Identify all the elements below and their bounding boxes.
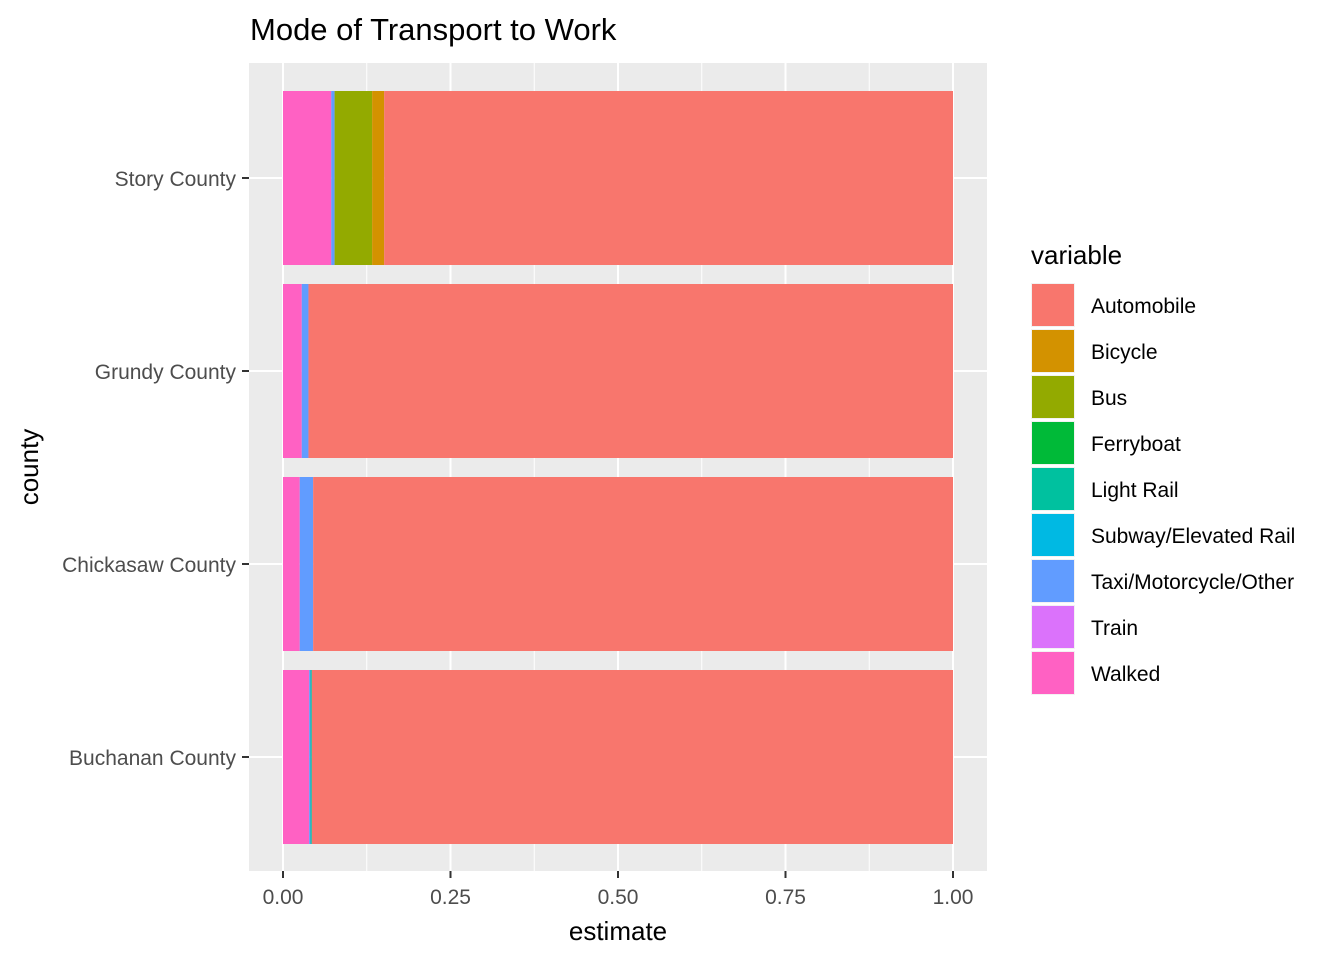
bar-walked-buchanan-county bbox=[283, 670, 310, 844]
legend-label: Walked bbox=[1091, 663, 1160, 686]
legend-swatch bbox=[1032, 330, 1074, 372]
legend-label: Light Rail bbox=[1091, 479, 1179, 502]
bar-automobile-story-county bbox=[384, 91, 953, 265]
bar-taxi-motorcycle-other-buchanan-county bbox=[309, 670, 311, 844]
x-tick-label: 0.25 bbox=[430, 886, 471, 909]
legend-item: Bus bbox=[1031, 375, 1127, 419]
legend-item: Walked bbox=[1031, 651, 1160, 695]
legend: Automobile Bicycle Bus Ferryboat Light Rail S… bbox=[1031, 283, 1295, 695]
bar-automobile-buchanan-county bbox=[311, 670, 953, 844]
legend-item: Subway/Elevated Rail bbox=[1031, 513, 1295, 557]
y-tick-label: Grundy County bbox=[95, 361, 237, 384]
legend-swatch bbox=[1032, 422, 1074, 464]
legend-item: Ferryboat bbox=[1031, 421, 1181, 465]
legend-item: Taxi/Motorcycle/Other bbox=[1031, 559, 1294, 603]
legend-label: Ferryboat bbox=[1091, 433, 1181, 456]
x-axis: 0.00 0.25 0.50 0.75 1.00 bbox=[263, 871, 974, 909]
legend-swatch bbox=[1032, 468, 1074, 510]
bar-bicycle-story-county bbox=[372, 91, 385, 265]
bar-taxi-motorcycle-other-grundy-county bbox=[301, 284, 309, 458]
legend-label: Subway/Elevated Rail bbox=[1091, 525, 1295, 548]
legend-swatch bbox=[1032, 284, 1074, 326]
bar-taxi-motorcycle-other-story-county bbox=[331, 91, 335, 265]
legend-label: Train bbox=[1091, 617, 1138, 640]
y-tick-label: Buchanan County bbox=[69, 747, 236, 770]
y-axis-title: county bbox=[14, 429, 44, 506]
chart-title: Mode of Transport to Work bbox=[250, 12, 617, 47]
legend-item: Automobile bbox=[1031, 283, 1196, 327]
y-tick-label: Chickasaw County bbox=[62, 554, 236, 577]
legend-swatch bbox=[1032, 606, 1074, 648]
bars bbox=[283, 91, 954, 844]
bar-walked-story-county bbox=[283, 91, 332, 265]
legend-swatch bbox=[1032, 560, 1074, 602]
legend-label: Bus bbox=[1091, 387, 1127, 410]
legend-swatch bbox=[1032, 376, 1074, 418]
bar-automobile-chickasaw-county bbox=[313, 477, 953, 651]
bar-light-rail-buchanan-county bbox=[310, 670, 312, 844]
bar-walked-grundy-county bbox=[283, 284, 302, 458]
bar-bus-story-county bbox=[334, 91, 373, 265]
legend-label: Bicycle bbox=[1091, 341, 1158, 364]
x-tick-label: 0.50 bbox=[598, 886, 639, 909]
bar-taxi-motorcycle-other-chickasaw-county bbox=[299, 477, 314, 651]
y-axis: Story County Grundy County Chickasaw Count… bbox=[62, 168, 249, 770]
legend-item: Bicycle bbox=[1031, 329, 1158, 373]
x-tick-label: 0.00 bbox=[263, 886, 304, 909]
legend-swatch bbox=[1032, 652, 1074, 694]
legend-swatch bbox=[1032, 514, 1074, 556]
legend-label: Automobile bbox=[1091, 295, 1196, 318]
legend-item: Light Rail bbox=[1031, 467, 1179, 511]
bar-walked-chickasaw-county bbox=[283, 477, 300, 651]
x-tick-label: 1.00 bbox=[933, 886, 974, 909]
y-tick-label: Story County bbox=[115, 168, 237, 191]
bar-automobile-grundy-county bbox=[308, 284, 954, 458]
legend-label: Taxi/Motorcycle/Other bbox=[1091, 571, 1294, 594]
x-tick-label: 0.75 bbox=[765, 886, 806, 909]
x-axis-title: estimate bbox=[569, 916, 667, 946]
legend-item: Train bbox=[1031, 605, 1138, 649]
legend-title: variable bbox=[1031, 240, 1122, 270]
